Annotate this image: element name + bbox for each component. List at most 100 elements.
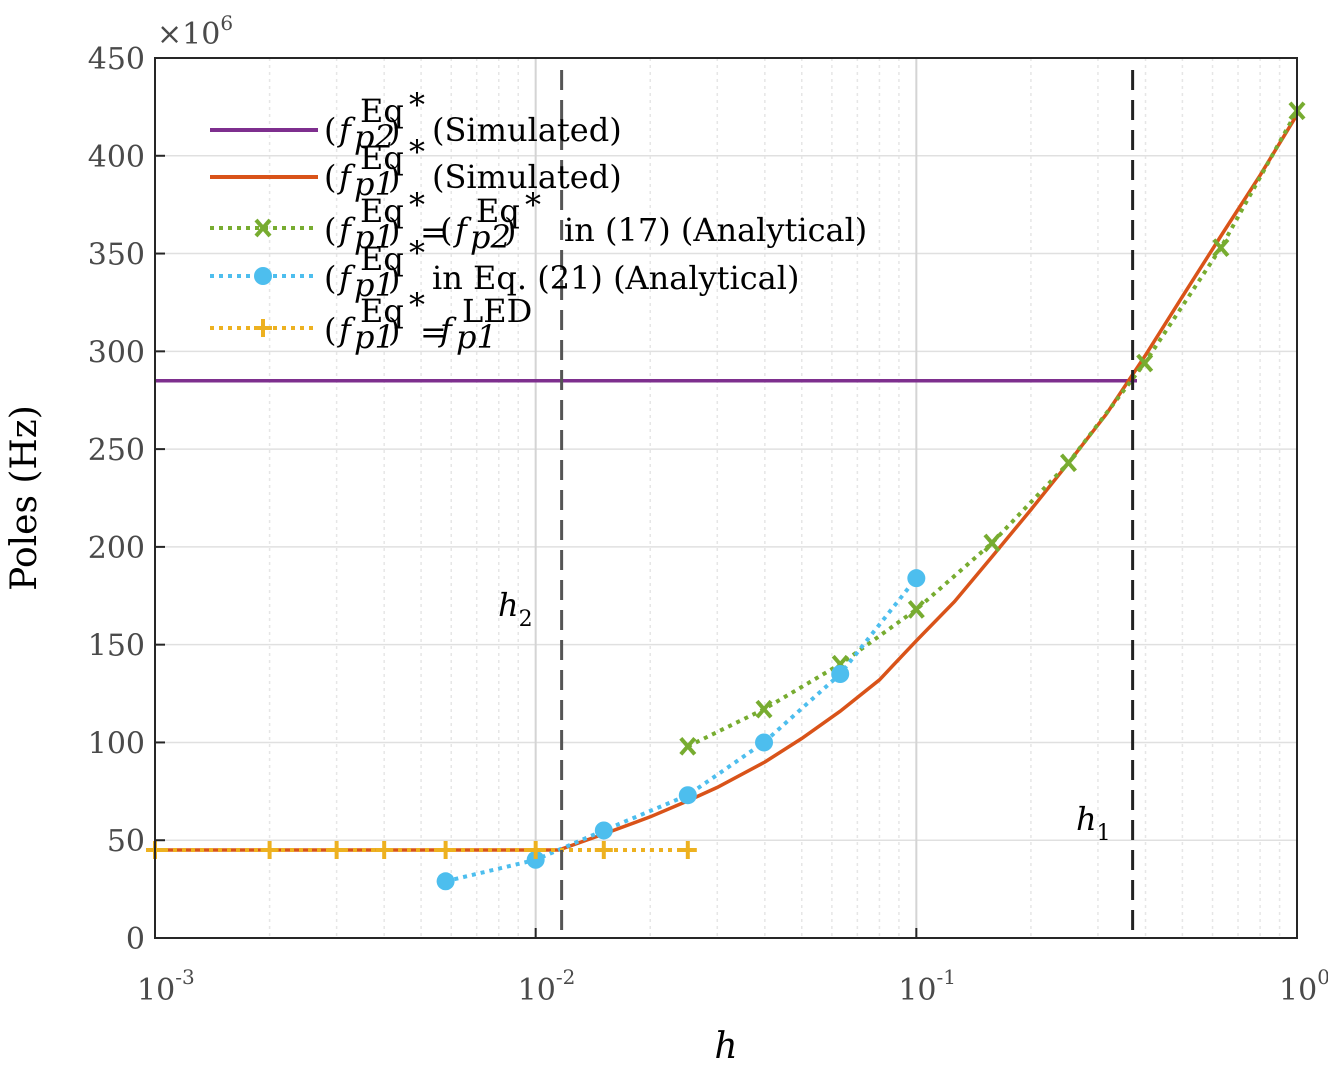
- legend-paren-open: (: [324, 158, 336, 196]
- legend-paren-open: (: [324, 211, 336, 249]
- marker-plus: [526, 841, 545, 859]
- marker-plus: [375, 841, 394, 859]
- marker-x-stroke: [1212, 238, 1230, 258]
- legend-star: *: [409, 133, 425, 171]
- legend-star: *: [409, 286, 425, 324]
- vline-layer: [560, 70, 1135, 938]
- legend-entry-analytical-21: ( f Eq p1 ) * in Eq. (21) (Analytical): [210, 234, 799, 304]
- marker-plus: [260, 841, 279, 859]
- legend-sub-2: p2: [470, 218, 511, 256]
- marker-plus: [678, 841, 697, 859]
- legend-paren-close: ): [388, 158, 400, 196]
- marker-x: [907, 600, 925, 619]
- marker-plus: [594, 841, 613, 859]
- x-tick-label: 100: [1279, 965, 1328, 1008]
- legend-star: *: [409, 186, 425, 224]
- y-tick-label: 100: [88, 726, 145, 761]
- marker-dot: [436, 872, 455, 891]
- x-axis-label: h: [714, 1026, 737, 1067]
- legend-paren-close: ): [388, 211, 400, 249]
- x-tick-exp: 0: [1317, 965, 1328, 989]
- marker-plus: [436, 841, 455, 859]
- legend-paren-close: ): [388, 111, 400, 149]
- legend-paren-open: (: [324, 111, 336, 149]
- marker-dot: [594, 821, 613, 840]
- marker-x: [1059, 453, 1077, 473]
- x-tick-base: 10: [518, 973, 556, 1008]
- legend-marker-plus: [254, 319, 272, 337]
- marker-x-stroke: [983, 533, 1001, 553]
- legend-sup-eq: Eq: [360, 292, 404, 330]
- x-tick-base: 10: [137, 973, 175, 1008]
- x-tick-exp: -2: [556, 965, 575, 989]
- legend-sub: p1: [354, 218, 395, 256]
- legend-sub: p1: [354, 266, 395, 304]
- x-tick-base: 10: [898, 973, 936, 1008]
- marker-x: [755, 699, 773, 719]
- legend-entry-fp1-simulated: ( f Eq p1 ) * (Simulated): [210, 133, 622, 203]
- legend-entry-fp2-simulated: ( f Eq p2 ) * (Simulated): [210, 86, 622, 156]
- x-tick-label: 10-3: [137, 965, 195, 1008]
- legend-label-analytical-17: in (17) (Analytical): [564, 211, 867, 249]
- legend-star: *: [409, 86, 425, 124]
- x-tick-exp: -1: [937, 965, 956, 989]
- y-tick-label: 150: [88, 629, 145, 664]
- legend-paren-open: (: [324, 311, 336, 349]
- marker-dot: [831, 665, 850, 683]
- y-tick-label: 200: [88, 531, 145, 566]
- marker-dot: [526, 850, 545, 869]
- legend-paren-close-2: ): [504, 211, 516, 249]
- marker-dot: [907, 569, 926, 588]
- legend-sup-eq: Eq: [360, 92, 404, 130]
- legend-paren-close: ): [388, 311, 400, 349]
- series-line-2: [686, 109, 1299, 749]
- legend-label-analytical-21: in Eq. (21) (Analytical): [432, 259, 799, 297]
- y-tick-label: 350: [88, 238, 145, 273]
- legend-paren-open: (: [324, 259, 336, 297]
- h2-annotation: h2: [498, 586, 533, 632]
- legend-sup-eq: Eq: [360, 139, 404, 177]
- legend-sub: p2: [354, 118, 395, 156]
- y-axis-label: Poles (Hz): [4, 405, 45, 591]
- legend-sup-led: LED: [462, 292, 532, 330]
- legend-entry-led: ( f Eq p1 ) * = f LED p1: [210, 286, 532, 356]
- legend-paren-open-2: (: [440, 211, 452, 249]
- y-multiplier: ×106: [157, 11, 233, 52]
- legend-sub-led: p1: [456, 318, 497, 356]
- marker-x-stroke: [907, 600, 925, 619]
- x-tick-base: 10: [1279, 973, 1317, 1008]
- marker-x-stroke: [755, 699, 773, 719]
- x-tick-exp: -3: [175, 965, 194, 989]
- legend-sup-eq: Eq: [360, 240, 404, 278]
- legend-star: *: [409, 234, 425, 272]
- series-layer: [146, 101, 1306, 891]
- series-line-1: [155, 113, 1299, 852]
- plot-area: [155, 58, 1297, 938]
- legend-sub: p1: [354, 318, 395, 356]
- legend-label-led: =: [420, 313, 447, 351]
- x-tick-label: 10-2: [518, 965, 576, 1008]
- y-tick-label: 0: [126, 922, 145, 957]
- legend-star-2: *: [525, 186, 541, 224]
- marker-x: [983, 533, 1001, 553]
- h1-annotation: h1: [1076, 800, 1111, 846]
- axes-box: [154, 57, 1298, 939]
- x-tick-label: 10-1: [898, 965, 956, 1008]
- legend-sup-eq-2: Eq: [476, 192, 520, 230]
- marker-plus: [327, 841, 346, 859]
- marker-x-stroke: [679, 737, 697, 756]
- marker-x: [679, 737, 697, 756]
- legend-sup-eq: Eq: [360, 192, 404, 230]
- marker-dot: [755, 733, 774, 752]
- legend-label-fp1: (Simulated): [432, 158, 622, 196]
- legend-equals: =: [420, 213, 447, 251]
- y-tick-label: 300: [88, 335, 145, 370]
- legend-marker-dot: [254, 267, 272, 285]
- legend-entry-analytical-17: ( f Eq p1 ) * = ( f Eq p2 ) * in (17) (A…: [210, 186, 867, 256]
- y-tick-label: 400: [88, 140, 145, 175]
- marker-x-stroke: [1136, 353, 1154, 373]
- y-tick-label: 250: [88, 433, 145, 468]
- legend-sub: p1: [354, 165, 395, 203]
- marker-x: [1212, 238, 1230, 258]
